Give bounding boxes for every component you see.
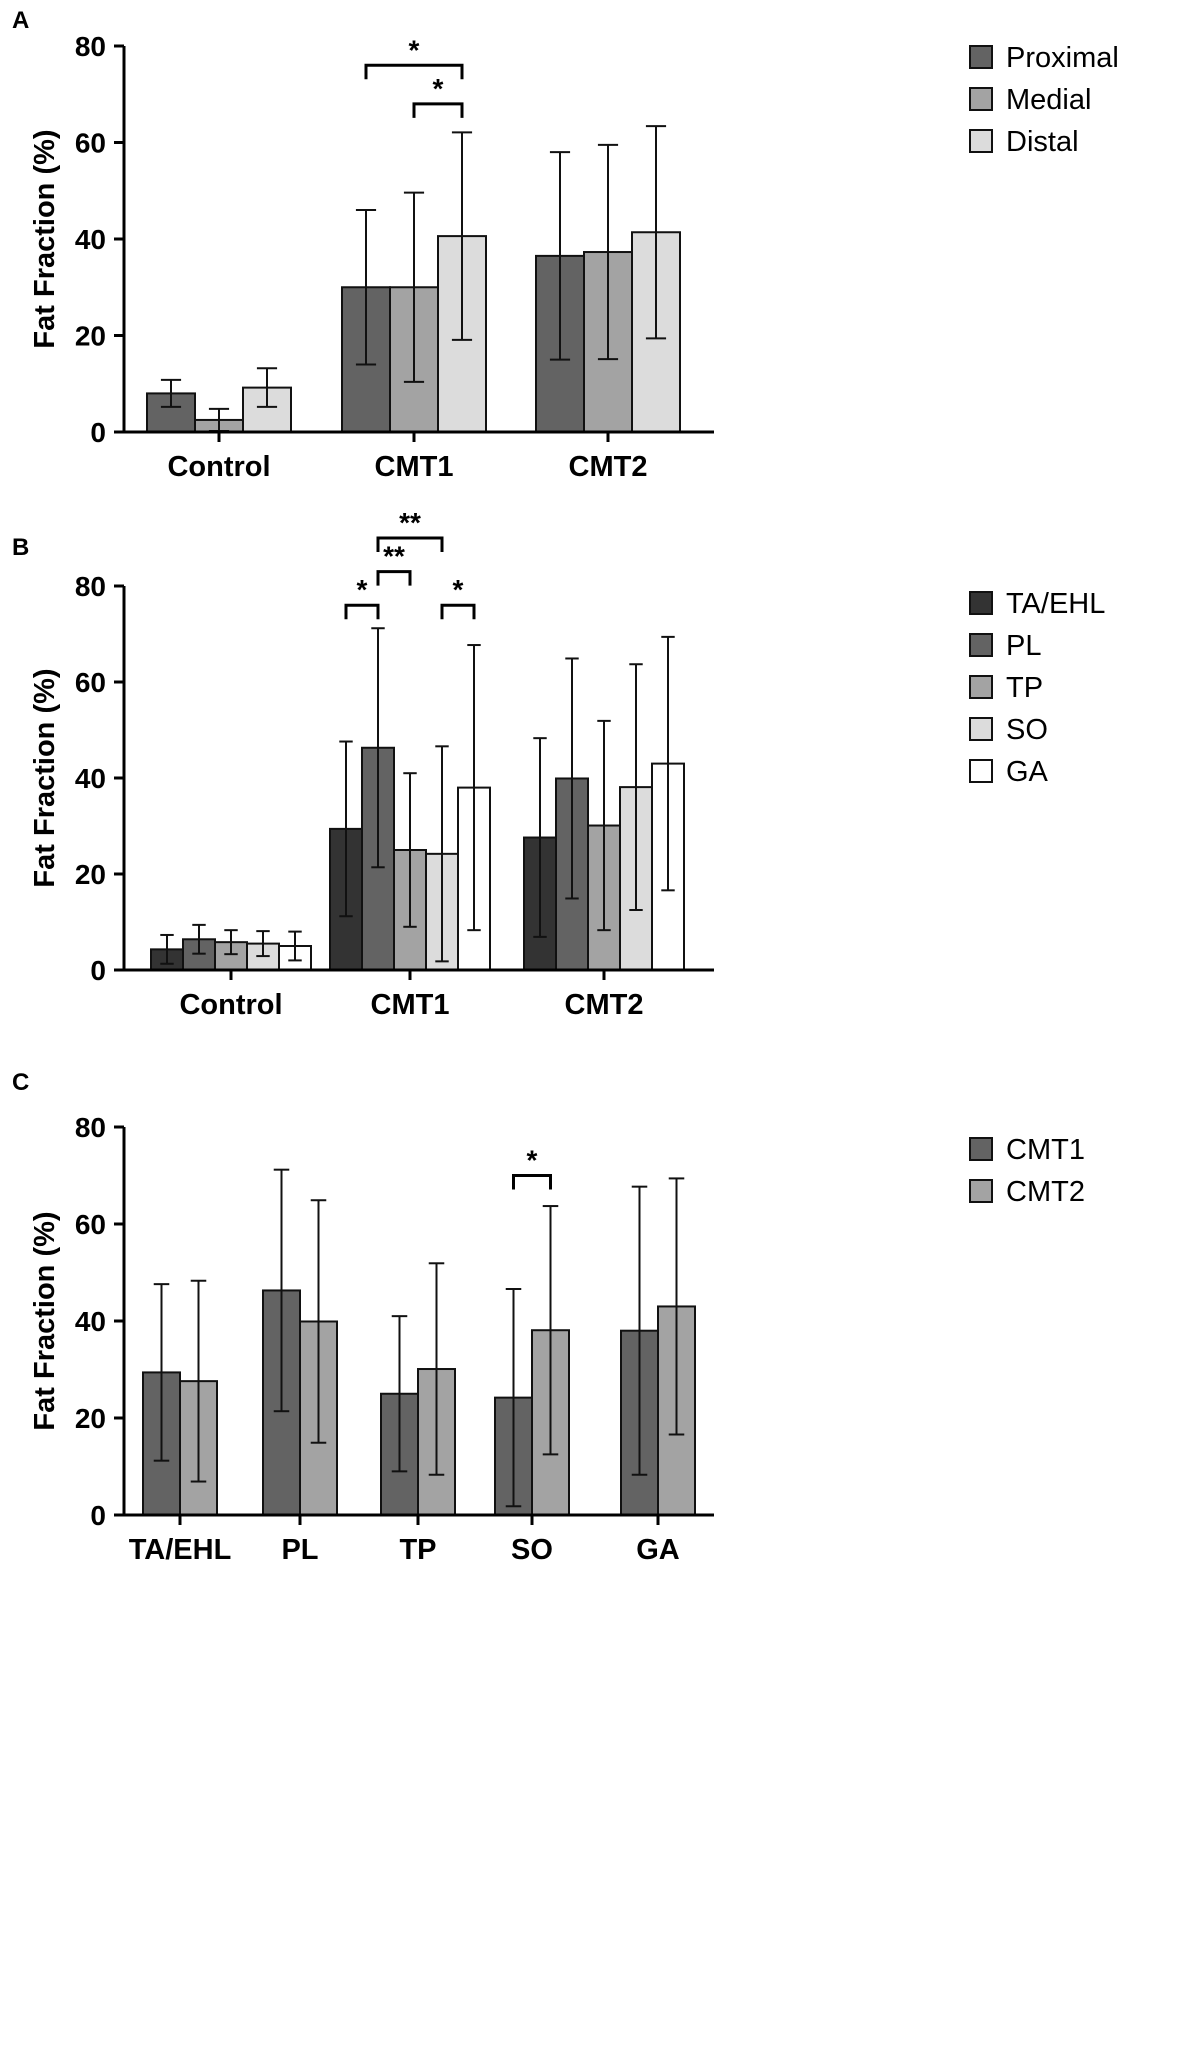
legend-label-c-cmt2: CMT2 [1006, 1176, 1085, 1208]
legend-label-b-ga: GA [1006, 756, 1049, 788]
legend-swatch-b-tp [969, 675, 993, 699]
panel-letter-c: C [12, 1069, 29, 1096]
x-category-label-a-control: Control [167, 451, 270, 483]
y-tick-label-a-40: 40 [75, 224, 106, 255]
y-tick-label-b-60: 60 [75, 667, 106, 698]
x-category-label-a-cmt2: CMT2 [569, 451, 648, 483]
x-category-label-c-pl: PL [281, 1534, 318, 1566]
x-category-label-c-ta-ehl: TA/EHL [129, 1534, 232, 1566]
significance-bracket-b-1 [344, 603, 380, 620]
y-tick-label-b-80: 80 [75, 571, 106, 602]
x-category-label-c-tp: TP [399, 1534, 436, 1566]
significance-bracket-b-3 [376, 536, 444, 552]
legend-label-b-so: SO [1006, 714, 1048, 746]
legend-swatch-a-medial [969, 87, 993, 111]
significance-bracket-b-4 [440, 603, 476, 620]
x-category-label-b-cmt2: CMT2 [565, 989, 644, 1021]
x-category-label-c-so: SO [511, 1534, 553, 1566]
significance-label-a-2: * [433, 73, 444, 104]
x-category-label-b-cmt1: CMT1 [371, 989, 450, 1021]
legend-label-a-medial: Medial [1006, 84, 1091, 116]
legend-swatch-a-proximal [969, 45, 993, 69]
significance-bracket-c-1 [512, 1174, 552, 1190]
y-axis-title-c: Fat Fraction (%) [29, 1211, 61, 1430]
significance-label-b-3: ** [399, 507, 421, 538]
y-tick-label-c-40: 40 [75, 1306, 106, 1337]
x-category-label-b-control: Control [179, 989, 282, 1021]
legend-label-c-cmt1: CMT1 [1006, 1134, 1085, 1166]
y-tick-label-c-60: 60 [75, 1209, 106, 1240]
panel-b: B Fat Fraction (%) 0 20 40 60 80 Control CMT1 CMT… [12, 507, 1105, 1021]
y-tick-label-b-20: 20 [75, 859, 106, 890]
y-tick-label-a-0: 0 [90, 417, 106, 448]
legend-swatch-c-cmt1 [969, 1137, 993, 1161]
legend-swatch-b-ta-ehl [969, 591, 993, 615]
significance-label-a-1: * [409, 34, 420, 65]
panel-letter-b: B [12, 534, 29, 561]
legend-label-a-proximal: Proximal [1006, 42, 1119, 74]
significance-label-c-1: * [527, 1145, 538, 1176]
y-tick-label-a-60: 60 [75, 128, 106, 159]
legend-label-b-pl: PL [1006, 630, 1041, 662]
legend-swatch-b-ga [969, 759, 993, 783]
y-tick-label-c-80: 80 [75, 1112, 106, 1143]
significance-label-b-1: * [357, 574, 368, 605]
y-tick-label-b-0: 0 [90, 955, 106, 986]
x-category-label-a-cmt1: CMT1 [375, 451, 454, 483]
legend-swatch-b-pl [969, 633, 993, 657]
y-tick-label-c-20: 20 [75, 1403, 106, 1434]
significance-bracket-b-2 [376, 570, 412, 586]
y-tick-label-a-20: 20 [75, 321, 106, 352]
significance-label-b-4: * [453, 574, 464, 605]
panel-c: C Fat Fraction (%) 0 20 40 60 80 TA/EHL PL TP SO GA… [12, 1069, 1085, 1566]
panel-a: A Fat Fraction (%) 0 20 40 60 80 Control CMT1 CMT… [12, 7, 1119, 483]
panel-letter-a: A [12, 7, 29, 34]
y-axis-title-b: Fat Fraction (%) [29, 668, 61, 887]
legend-swatch-b-so [969, 717, 993, 741]
y-axis-title-a: Fat Fraction (%) [29, 129, 61, 348]
legend-swatch-c-cmt2 [969, 1179, 993, 1203]
legend-swatch-a-distal [969, 129, 993, 153]
y-tick-label-b-40: 40 [75, 763, 106, 794]
significance-bracket-a-2 [412, 102, 464, 118]
significance-bracket-a-1 [364, 63, 464, 80]
x-category-label-c-ga: GA [636, 1534, 680, 1566]
y-tick-label-c-0: 0 [90, 1500, 106, 1531]
y-tick-label-a-80: 80 [75, 31, 106, 62]
legend-label-a-distal: Distal [1006, 126, 1079, 158]
significance-label-b-2: ** [383, 541, 405, 572]
legend-label-b-tp: TP [1006, 672, 1043, 704]
legend-label-b-ta-ehl: TA/EHL [1006, 588, 1105, 620]
